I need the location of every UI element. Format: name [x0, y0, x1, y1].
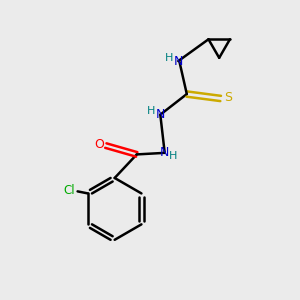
- Text: H: H: [147, 106, 155, 116]
- Text: H: H: [165, 53, 174, 63]
- Text: Cl: Cl: [64, 184, 75, 197]
- Text: O: O: [94, 139, 104, 152]
- Text: S: S: [224, 92, 232, 104]
- Text: N: N: [160, 146, 169, 159]
- Text: N: N: [156, 108, 165, 121]
- Text: H: H: [169, 151, 178, 161]
- Text: N: N: [174, 55, 183, 68]
